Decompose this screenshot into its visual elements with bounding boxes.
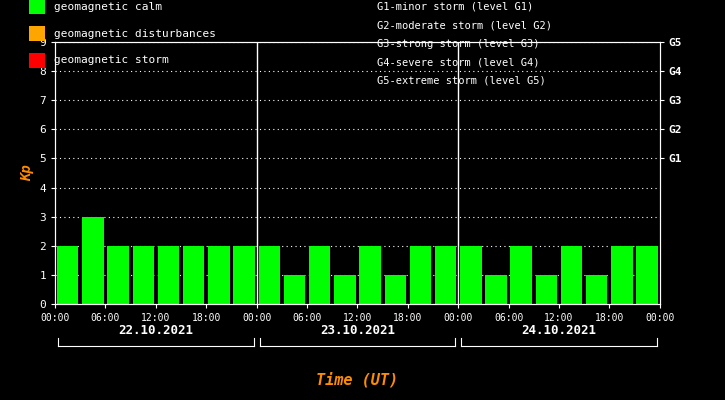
Text: 24.10.2021: 24.10.2021 xyxy=(521,324,597,336)
Bar xyxy=(82,217,104,304)
Bar xyxy=(107,246,129,304)
Text: geomagnetic disturbances: geomagnetic disturbances xyxy=(54,29,215,39)
Text: G2-moderate storm (level G2): G2-moderate storm (level G2) xyxy=(377,20,552,30)
Bar xyxy=(460,246,481,304)
Text: G5-extreme storm (level G5): G5-extreme storm (level G5) xyxy=(377,76,546,86)
Text: geomagnetic calm: geomagnetic calm xyxy=(54,2,162,12)
Bar xyxy=(158,246,179,304)
Text: Time (UT): Time (UT) xyxy=(316,372,399,388)
Bar xyxy=(309,246,331,304)
FancyBboxPatch shape xyxy=(29,0,45,14)
Bar xyxy=(561,246,582,304)
Bar xyxy=(536,275,557,304)
Bar xyxy=(233,246,254,304)
Bar xyxy=(435,246,456,304)
FancyBboxPatch shape xyxy=(29,53,45,68)
Bar xyxy=(183,246,204,304)
Bar xyxy=(410,246,431,304)
Text: G3-strong storm (level G3): G3-strong storm (level G3) xyxy=(377,39,539,49)
Text: 23.10.2021: 23.10.2021 xyxy=(320,324,395,336)
Text: geomagnetic storm: geomagnetic storm xyxy=(54,56,168,66)
Bar xyxy=(208,246,230,304)
Bar xyxy=(360,246,381,304)
Bar xyxy=(510,246,532,304)
Bar xyxy=(283,275,305,304)
FancyBboxPatch shape xyxy=(29,26,45,41)
Bar xyxy=(384,275,406,304)
Text: G1-minor storm (level G1): G1-minor storm (level G1) xyxy=(377,2,534,12)
Bar xyxy=(485,275,507,304)
Bar xyxy=(133,246,154,304)
Bar xyxy=(334,275,355,304)
Y-axis label: Kp: Kp xyxy=(20,165,34,181)
Bar xyxy=(611,246,633,304)
Bar xyxy=(259,246,280,304)
Bar xyxy=(637,246,658,304)
Text: G4-severe storm (level G4): G4-severe storm (level G4) xyxy=(377,57,539,67)
Bar xyxy=(57,246,78,304)
Text: 22.10.2021: 22.10.2021 xyxy=(118,324,194,336)
Bar xyxy=(586,275,608,304)
